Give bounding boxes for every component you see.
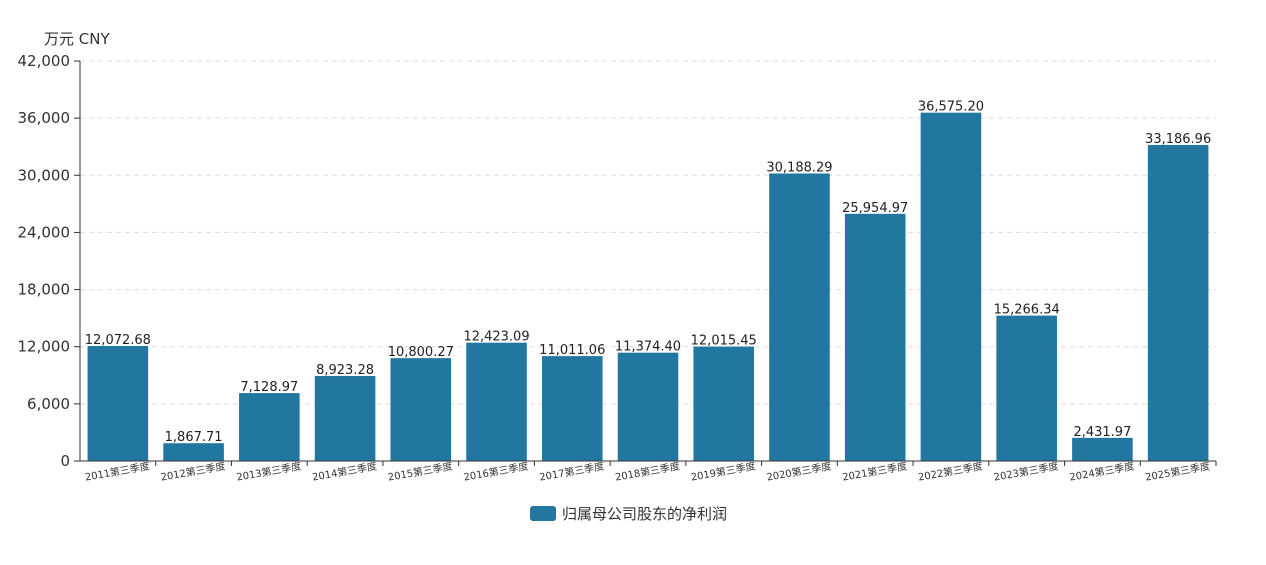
legend-swatch[interactable] — [530, 506, 556, 521]
x-tick-label: 2018第三季度 — [614, 459, 681, 483]
x-tick-label: 2012第三季度 — [160, 459, 227, 483]
x-tick-label: 2015第三季度 — [387, 459, 454, 483]
x-tick-label: 2020第三季度 — [766, 459, 833, 483]
bar[interactable] — [1147, 144, 1209, 461]
bar-value-label: 15,266.34 — [994, 303, 1060, 318]
bar[interactable] — [541, 356, 603, 461]
x-tick-label: 2013第三季度 — [235, 459, 302, 483]
bar-value-label: 7,128.97 — [240, 380, 298, 395]
axes — [74, 60, 1217, 466]
bar[interactable] — [1072, 437, 1133, 461]
x-tick-label: 2024第三季度 — [1068, 459, 1135, 483]
bar[interactable] — [617, 352, 679, 461]
x-tick-label: 2025第三季度 — [1144, 459, 1211, 483]
bar-value-label: 8,923.28 — [316, 363, 374, 378]
bar[interactable] — [844, 213, 906, 461]
x-tick-label: 2014第三季度 — [311, 459, 378, 483]
x-tick-label: 2017第三季度 — [538, 459, 605, 483]
x-tick-label: 2023第三季度 — [993, 459, 1060, 483]
bar[interactable] — [920, 112, 982, 461]
bar-value-label: 36,575.20 — [918, 100, 984, 115]
x-tick-label: 2011第三季度 — [84, 459, 151, 483]
bar[interactable] — [996, 315, 1057, 461]
bar[interactable] — [390, 358, 452, 461]
bar-value-label: 12,015.45 — [691, 334, 757, 349]
y-tick-label: 36,000 — [18, 109, 71, 127]
bar-value-label: 11,011.06 — [539, 343, 605, 358]
bar-value-label: 30,188.29 — [766, 160, 832, 175]
bar[interactable] — [87, 346, 149, 461]
y-tick-label: 12,000 — [18, 338, 71, 356]
bar-value-label: 1,867.71 — [165, 430, 223, 445]
x-tick-label: 2021第三季度 — [841, 459, 908, 483]
gridlines — [80, 60, 1216, 405]
y-axis-unit-label: 万元 CNY — [44, 30, 110, 48]
legend-label[interactable]: 归属母公司股东的净利润 — [562, 505, 727, 523]
bar[interactable] — [163, 443, 224, 461]
x-tick-label: 2022第三季度 — [917, 459, 984, 483]
bar[interactable] — [466, 342, 527, 461]
bar[interactable] — [314, 376, 376, 461]
bar-value-label: 2,431.97 — [1073, 425, 1131, 440]
bar-value-label: 12,423.09 — [463, 330, 529, 345]
bar-value-label: 11,374.40 — [615, 340, 681, 355]
x-tick-label: 2019第三季度 — [690, 459, 757, 483]
y-tick-label: 6,000 — [27, 395, 70, 413]
y-tick-label: 42,000 — [18, 52, 71, 70]
bar-value-label: 10,800.27 — [388, 345, 454, 360]
y-tick-label: 18,000 — [18, 281, 71, 299]
bar[interactable] — [239, 393, 300, 461]
bar[interactable] — [769, 173, 830, 461]
bar-value-label: 25,954.97 — [842, 201, 908, 216]
legend[interactable]: 归属母公司股东的净利润 — [530, 505, 727, 523]
bar-value-label: 33,186.96 — [1145, 132, 1211, 147]
bar-value-label: 12,072.68 — [85, 333, 151, 348]
bar[interactable] — [693, 346, 755, 461]
bars — [87, 112, 1209, 461]
x-tick-label: 2016第三季度 — [463, 459, 530, 483]
y-tick-label: 24,000 — [18, 223, 71, 241]
y-tick-label: 30,000 — [18, 166, 71, 184]
y-tick-label: 0 — [60, 452, 70, 470]
